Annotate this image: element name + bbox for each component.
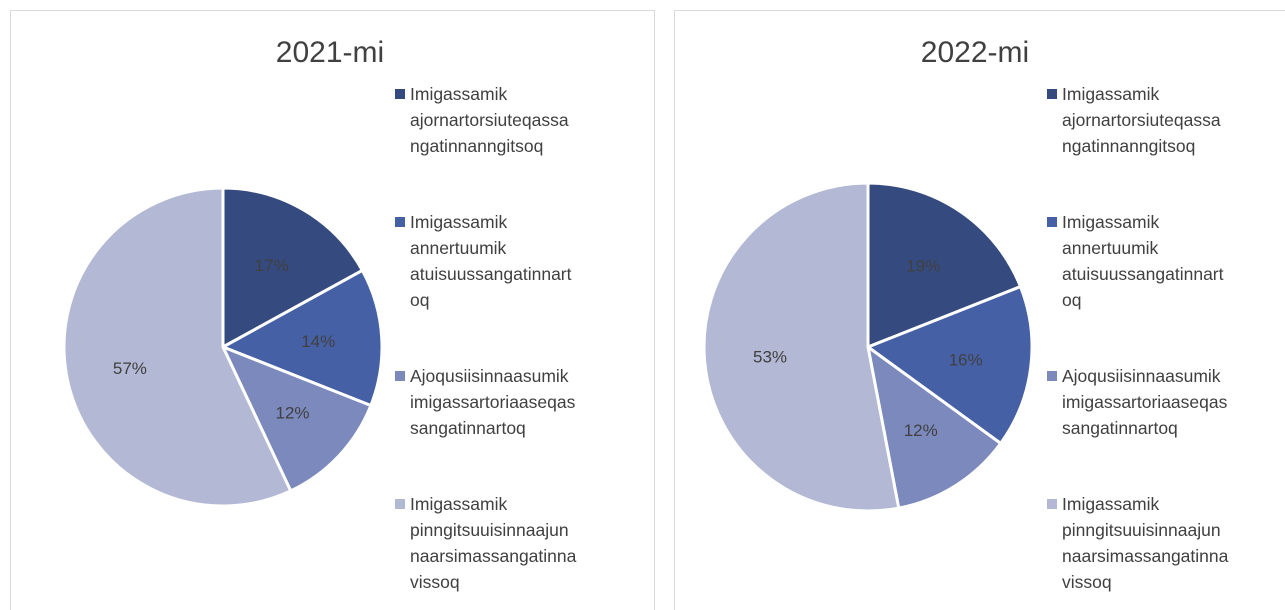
legend-label: Imigassamik pinngitsuuisinnaajun naarsimas… xyxy=(410,494,577,592)
data-label: 53% xyxy=(753,347,787,366)
legend-label: Ajoqusiisinnaasumik imigassartoriaaseqas s… xyxy=(410,366,576,438)
data-label: 14% xyxy=(301,332,335,351)
pie-slice xyxy=(62,186,293,508)
legend-swatch xyxy=(1047,371,1057,381)
pie-slice xyxy=(219,268,384,408)
pie-slice xyxy=(702,181,901,513)
pie-slice xyxy=(866,181,1023,350)
legend-swatch xyxy=(1047,499,1057,509)
legend-label: Imigassamik ajornartorsiuteqassa ngatinnan… xyxy=(410,84,569,156)
pie-slice xyxy=(864,284,1034,446)
data-label: 12% xyxy=(904,421,938,440)
chart-title: 2021-mi xyxy=(276,36,384,69)
legend-swatch xyxy=(395,217,405,227)
legend-label: Imigassamik annertuumik atuisuussangatinna… xyxy=(1062,212,1224,310)
legend-label: Ajoqusiisinnaasumik imigassartoriaaseqas s… xyxy=(1062,366,1228,438)
data-label: 16% xyxy=(949,350,983,369)
legend-swatch xyxy=(395,89,405,99)
data-label: 57% xyxy=(113,359,147,378)
legend-swatch xyxy=(1047,89,1057,99)
data-label: 17% xyxy=(255,256,289,275)
legend-swatch xyxy=(395,499,405,509)
data-label: 12% xyxy=(276,403,310,422)
legend-label: Imigassamik ajornartorsiuteqassa ngatinnan… xyxy=(1062,84,1221,156)
legend-swatch xyxy=(1047,217,1057,227)
data-label: 19% xyxy=(906,257,940,276)
pie-slice xyxy=(865,343,1003,510)
legend-swatch xyxy=(395,371,405,381)
pie-slice xyxy=(221,186,365,350)
pie-slice xyxy=(220,344,373,493)
legend-label: Imigassamik annertuumik atuisuussangatinna… xyxy=(410,212,572,310)
chart-title: 2022-mi xyxy=(921,36,1029,69)
legend-label: Imigassamik pinngitsuuisinnaajun naarsimas… xyxy=(1062,494,1229,592)
